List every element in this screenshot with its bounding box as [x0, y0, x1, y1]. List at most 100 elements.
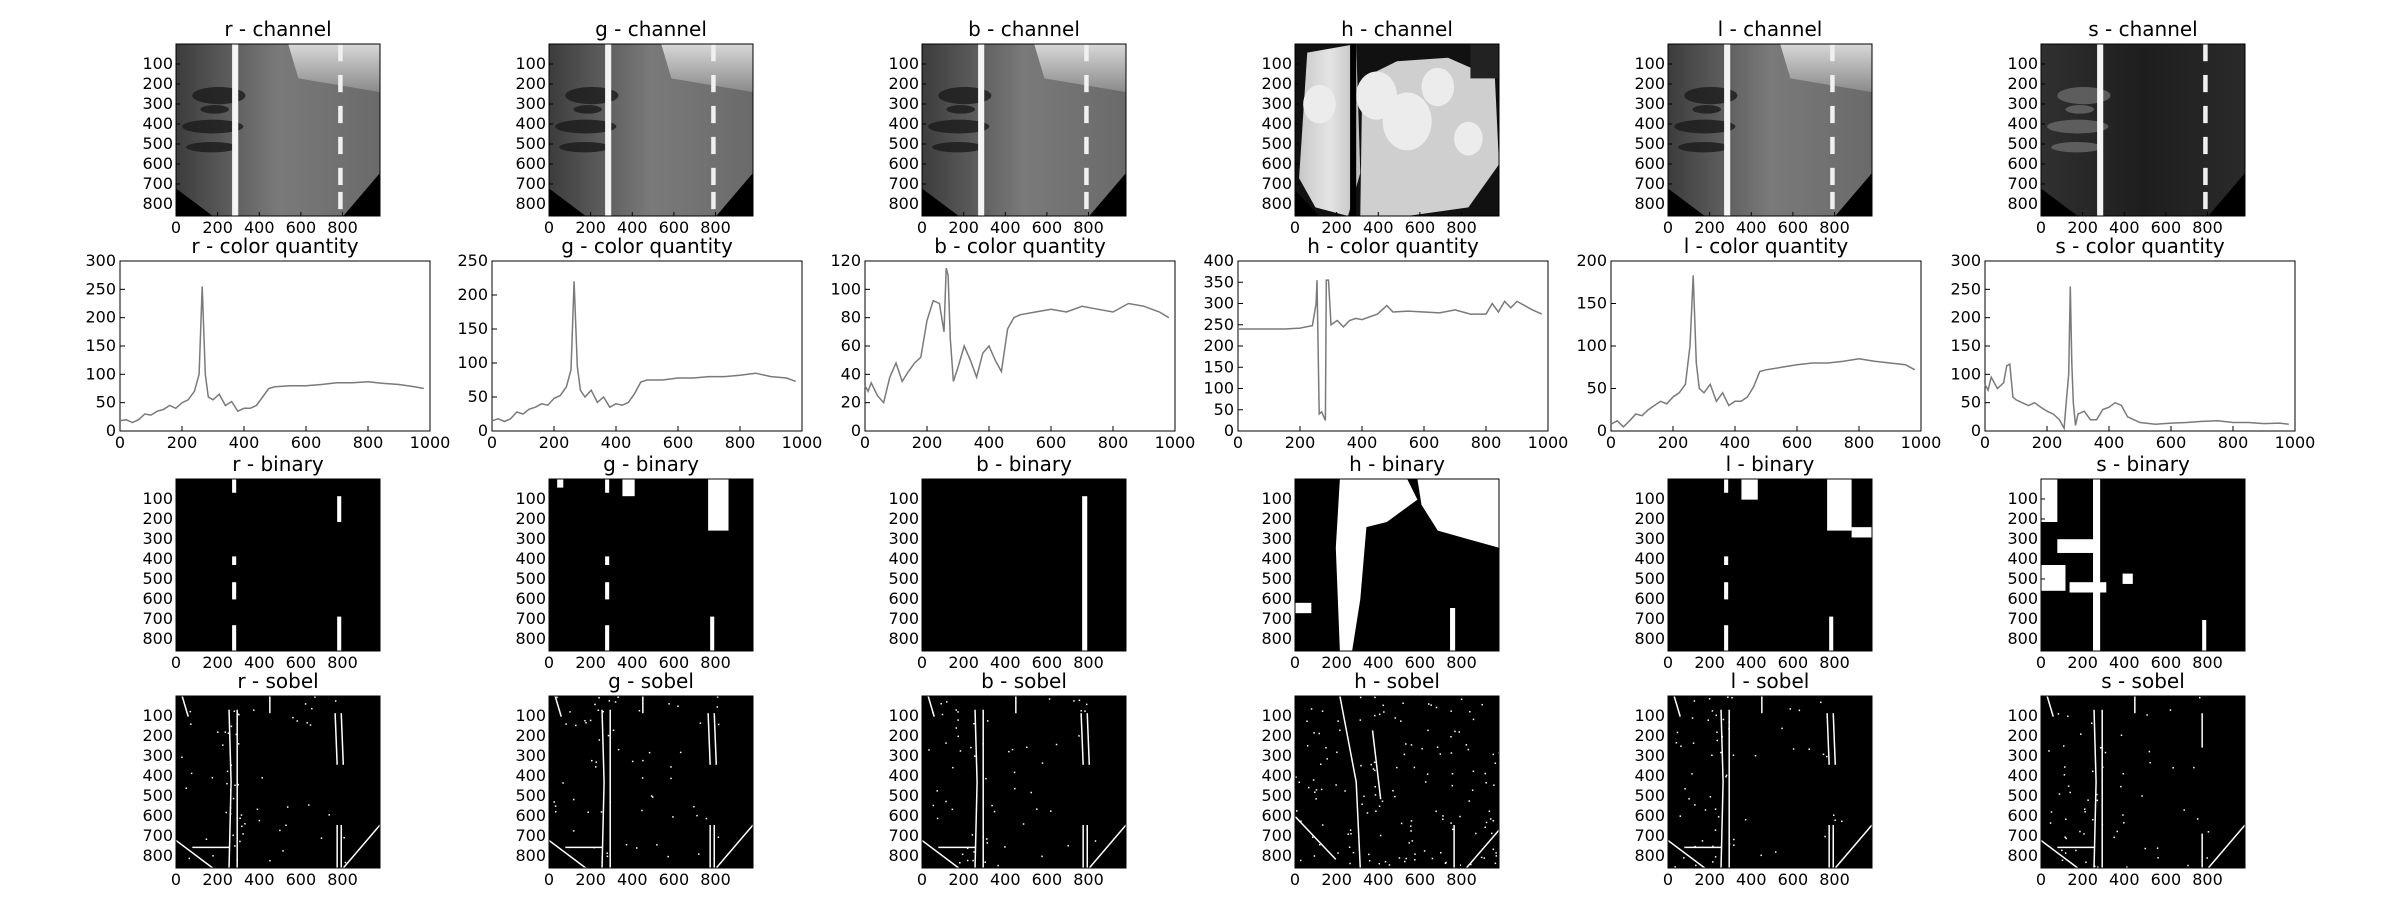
y-tick-label: 400: [1634, 766, 1665, 785]
left-lane-edge: [2093, 709, 2097, 868]
edge-speckle: [606, 852, 608, 854]
edge-speckle: [1774, 851, 1777, 853]
y-tick-label: 600: [142, 589, 173, 608]
sobel-background: [549, 696, 753, 868]
subplot-title: l - binary: [1726, 452, 1815, 476]
x-tick-label: 0: [1290, 218, 1300, 237]
y-tick-label: 400: [142, 549, 173, 568]
edge-speckle: [1468, 800, 1470, 802]
y-tick-label: 800: [888, 194, 919, 213]
edge-speckle: [269, 859, 271, 862]
y-tick-label: 600: [515, 154, 546, 173]
edge-speckle: [2198, 696, 2201, 699]
x-tick-label: 600: [663, 433, 694, 452]
x-tick-label: 0: [544, 870, 554, 889]
edge-speckle: [1094, 840, 1097, 842]
edge-speckle: [1041, 762, 1044, 764]
edge-speckle: [1485, 782, 1487, 784]
edge-speckle: [1405, 857, 1407, 860]
x-tick-label: 600: [1778, 870, 1809, 889]
edge-speckle: [285, 824, 287, 827]
edge-speckle: [304, 703, 307, 705]
y-tick-label: 200: [142, 726, 173, 745]
image-content: [922, 696, 1126, 868]
y-tick-label: 200: [888, 74, 919, 93]
edge-speckle: [2065, 837, 2067, 840]
edge-speckle: [928, 749, 930, 751]
edge-speckle: [636, 847, 638, 849]
y-tick-label: 200: [1261, 726, 1292, 745]
edge-speckle: [668, 703, 670, 705]
edge-speckle: [1402, 702, 1404, 705]
y-tick-label: 700: [1634, 826, 1665, 845]
y-tick-label: 700: [2007, 174, 2038, 193]
edge-speckle: [1349, 829, 1352, 831]
subplot-title: h - channel: [1341, 17, 1453, 41]
x-tick-label: 0: [171, 653, 181, 672]
y-tick-label: 80: [841, 308, 861, 327]
edge-speckle: [1692, 742, 1695, 744]
edge-speckle: [1492, 820, 1495, 822]
x-tick-label: 200: [575, 870, 606, 889]
edge-speckle: [607, 734, 610, 737]
y-tick-label: 500: [888, 569, 919, 588]
y-tick-label: 400: [515, 766, 546, 785]
left-lane-pixels: [232, 582, 237, 600]
edge-speckle: [2148, 750, 2151, 753]
right-lane-dash: [2203, 136, 2208, 155]
edge-speckle: [598, 697, 600, 699]
axes-frame: [548, 43, 754, 217]
edge-speckle: [237, 783, 240, 786]
x-tick-label: 0: [1606, 433, 1616, 452]
x-tick-label: 800: [1073, 218, 1104, 237]
warp-corner-edge: [2041, 839, 2079, 868]
right-lane-edge: [340, 713, 345, 765]
edge-speckle: [328, 814, 331, 816]
edge-speckle: [594, 766, 597, 768]
x-tick-label: 0: [917, 653, 927, 672]
y-tick-label: 500: [888, 134, 919, 153]
edge-speckle: [991, 804, 993, 807]
x-tick-label: 200: [948, 218, 979, 237]
hue-patch: [1382, 92, 1432, 151]
edge-speckle: [1467, 748, 1470, 751]
edge-speckle: [1679, 815, 1682, 817]
edge-speckle: [2067, 785, 2070, 787]
edge-speckle: [2063, 745, 2065, 747]
y-tick-label: 200: [515, 74, 546, 93]
y-tick-label: 150: [1576, 294, 1607, 313]
x-tick-label: 0: [2036, 870, 2046, 889]
edge-speckle: [232, 797, 235, 800]
x-tick-label: 200: [1694, 218, 1725, 237]
x-tick-label: 800: [2192, 218, 2223, 237]
edge-speckle: [1714, 829, 1717, 831]
y-tick-label: 300: [142, 529, 173, 548]
x-tick-label: 400: [990, 218, 1021, 237]
right-lane-dash: [338, 44, 343, 62]
tree-shadow: [573, 105, 603, 114]
edge-speckle: [1495, 852, 1497, 854]
tree-shadow: [200, 105, 230, 114]
y-tick-label: 800: [515, 194, 546, 213]
edge-speckle: [2206, 857, 2208, 859]
warp-corner-left: [1668, 188, 1705, 216]
subplot-title: g - binary: [603, 452, 699, 476]
bright-blob: [2122, 573, 2133, 584]
edge-speckle: [253, 709, 255, 711]
subplot-title: s - channel: [2088, 17, 2198, 41]
edge-speckle: [641, 777, 644, 779]
edge-speckle: [1374, 714, 1376, 717]
y-tick-label: 100: [142, 706, 173, 725]
series-line: [1610, 275, 1916, 428]
edge-speckle: [677, 705, 679, 707]
edge-speckle: [1826, 755, 1828, 758]
axes-frame: [864, 260, 1176, 432]
x-tick-label: 600: [291, 433, 322, 452]
edge-speckle: [1460, 698, 1463, 701]
x-tick-label: 600: [286, 218, 317, 237]
y-tick-label: 100: [888, 54, 919, 73]
y-tick-label: 700: [142, 609, 173, 628]
